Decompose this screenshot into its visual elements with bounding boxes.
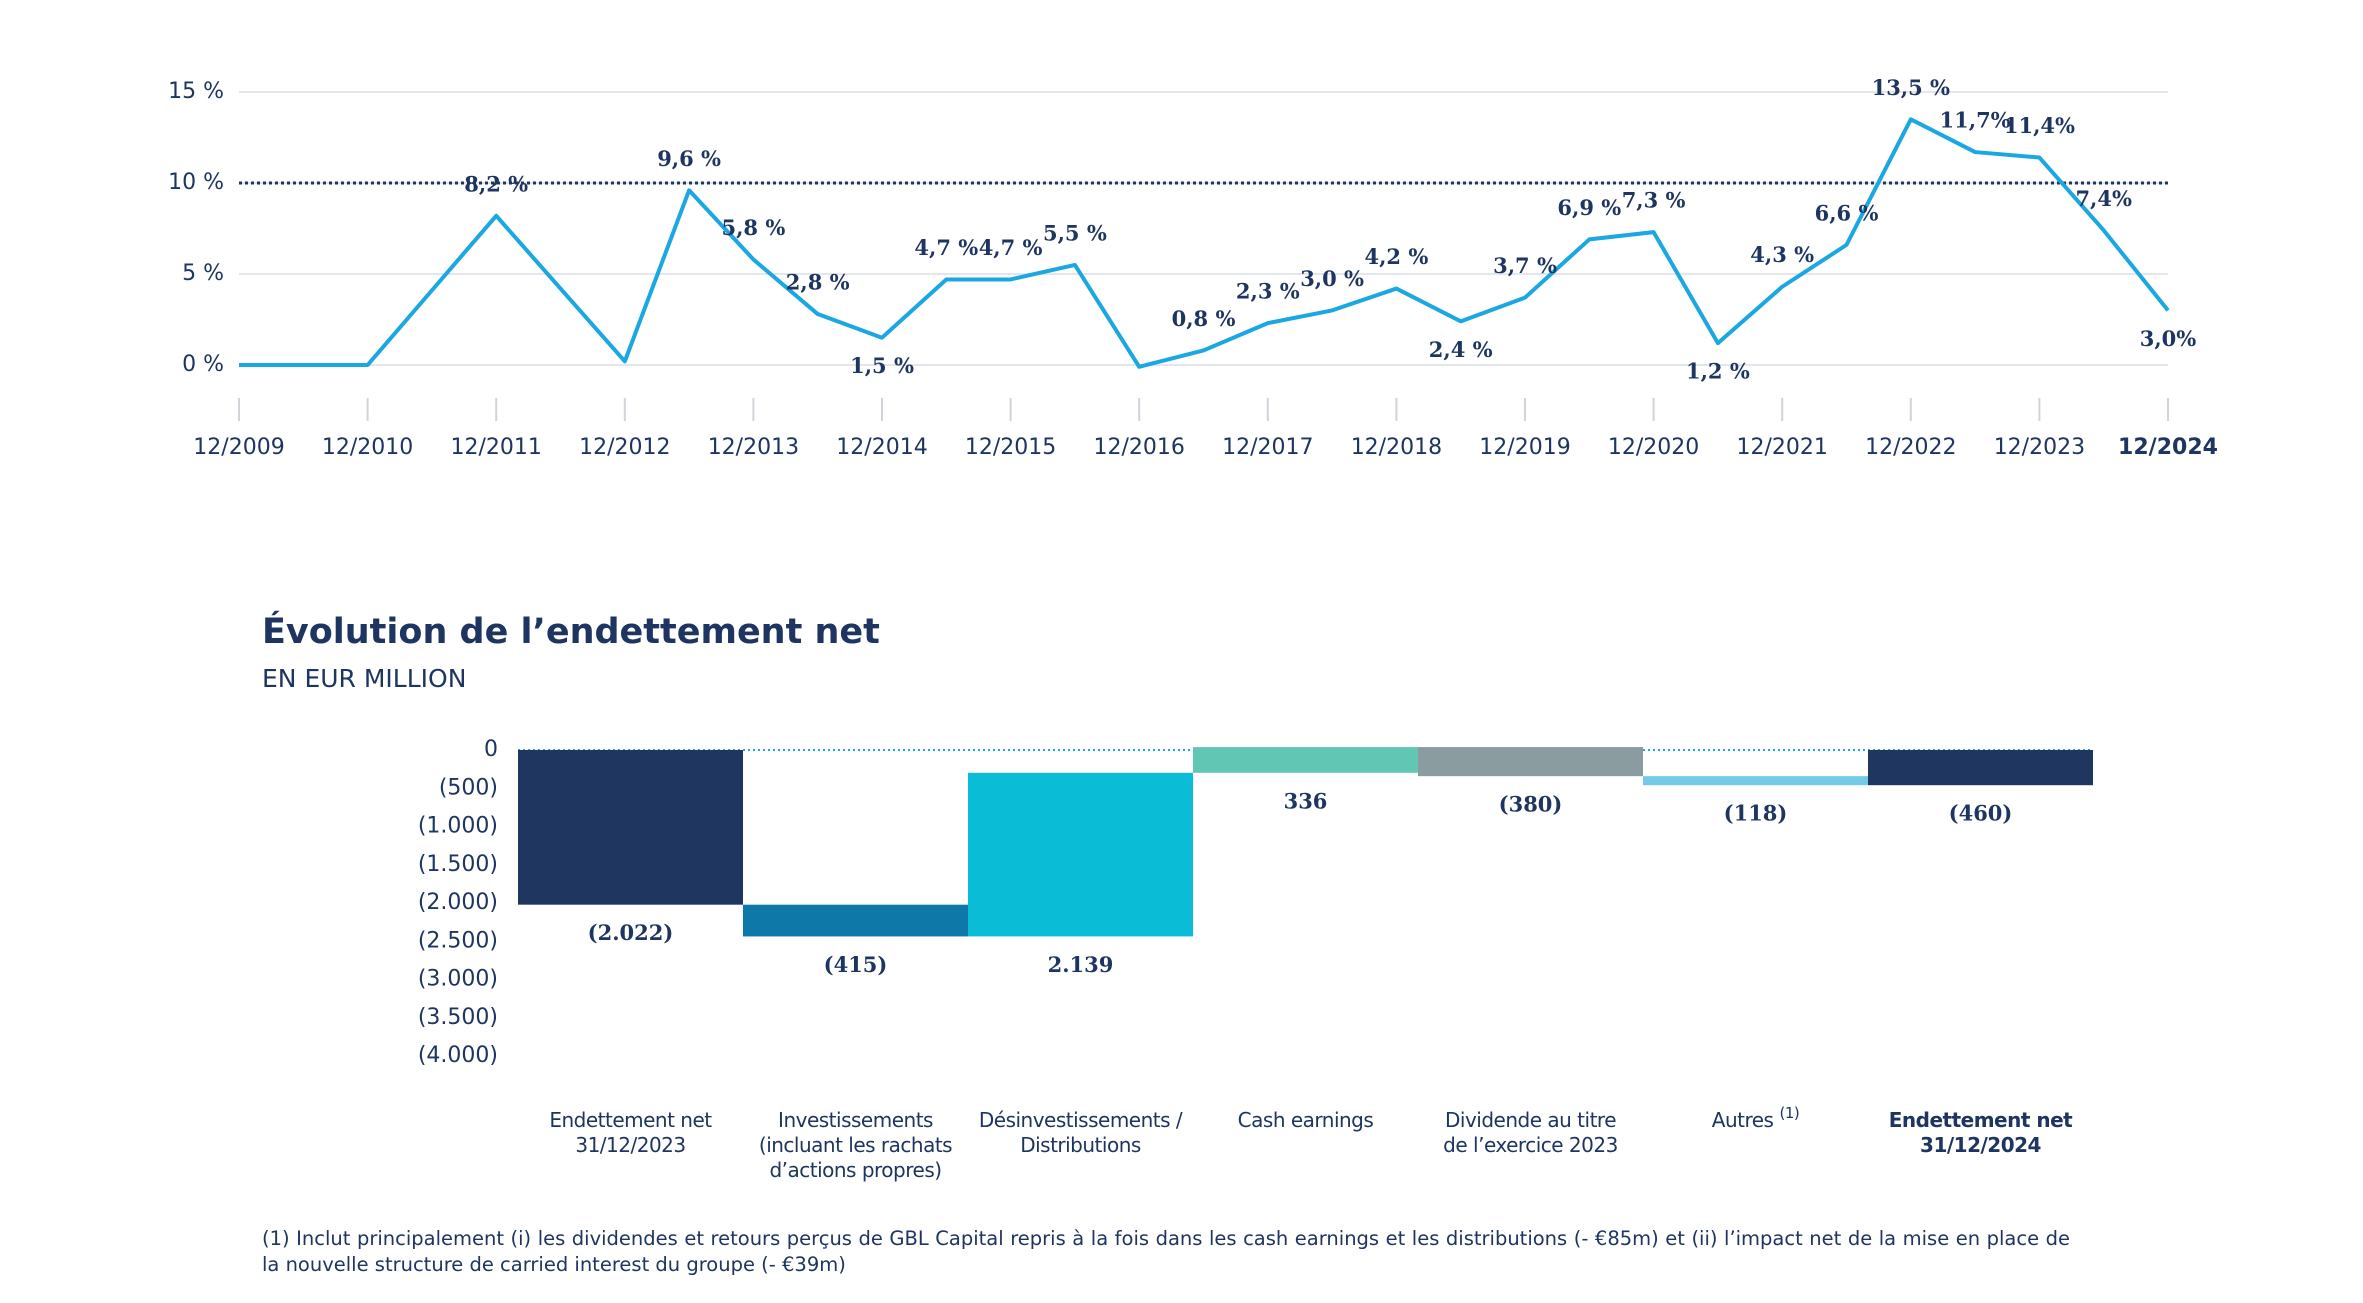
y-tick-label: (1.000) <box>418 814 498 839</box>
line <box>239 117 2170 369</box>
x-tick-label: Endettement net 31/12/2023 <box>549 1108 712 1157</box>
y-tick-label: (3.500) <box>418 1005 498 1030</box>
x-tick-label: Investissements (incluant les rachats d’ac… <box>759 1108 952 1182</box>
data-label: 2,3 % <box>1236 279 1300 304</box>
bar <box>1418 747 1643 777</box>
data-label: 4,7 % <box>979 235 1043 260</box>
x-tick-label-line: 31/12/2023 <box>575 1133 685 1157</box>
data-label: 6,6 % <box>1815 200 1879 225</box>
x-tick-label: Cash earnings <box>1238 1108 1374 1132</box>
data-label: 336 <box>1284 788 1328 813</box>
x-tick-label: 12/2018 <box>1351 435 1442 460</box>
bar <box>1868 750 2093 786</box>
x-tick-label-line: de l’exercice 2023 <box>1443 1133 1618 1157</box>
data-label: 9,6 % <box>657 146 721 171</box>
x-tick-label: 12/2016 <box>1093 435 1184 460</box>
x-tick-label-line: Dividende au titre <box>1445 1108 1616 1132</box>
x-tick-label: Dividende au titre de l’exercice 2023 <box>1443 1108 1618 1157</box>
y-tick-label: 0 <box>484 737 498 762</box>
x-tick-label-line: Autres <box>1712 1108 1774 1132</box>
data-label: 7,3 % <box>1622 188 1686 213</box>
bar <box>518 750 743 905</box>
bar <box>968 772 1193 937</box>
data-label: 2,4 % <box>1429 337 1493 362</box>
y-tick-label: (4.000) <box>418 1043 498 1068</box>
x-tick-label: Autres (1) <box>1712 1104 1799 1132</box>
data-label: 11,4% <box>2004 113 2075 138</box>
y-tick-label: 10 % <box>168 170 224 195</box>
x-tick-label: 12/2012 <box>579 435 670 460</box>
bar <box>1643 776 1868 786</box>
y-tick-label: (500) <box>439 775 498 800</box>
data-label: 0,8 % <box>1172 306 1236 331</box>
x-tick-label: 12/2011 <box>450 435 541 460</box>
x-tick-label: 12/2015 <box>965 435 1056 460</box>
y-tick-label: 15 % <box>168 79 224 104</box>
x-tick-label: 12/2019 <box>1479 435 1570 460</box>
data-label: (380) <box>1499 792 1563 817</box>
x-tick-label: 12/2009 <box>193 435 284 460</box>
y-tick-label: (2.500) <box>418 928 498 953</box>
chart-title: Évolution de l’endettement net <box>262 610 880 652</box>
data-label: 2,8 % <box>786 270 850 295</box>
x-tick-label-line: Endettement net <box>549 1108 712 1132</box>
x-tick-label: 12/2023 <box>1994 435 2085 460</box>
data-label: 4,7 % <box>914 235 978 260</box>
x-tick-label: 12/2021 <box>1736 435 1827 460</box>
data-label: 4,3 % <box>1750 242 1814 267</box>
x-tick-label: 12/2022 <box>1865 435 1956 460</box>
data-label: 13,5 % <box>1872 75 1950 100</box>
x-tick-label: Endettement net 31/12/2024 <box>1889 1108 2073 1157</box>
x-tick-label-line: d’actions propres) <box>769 1158 941 1182</box>
x-tick-label: 12/2017 <box>1222 435 1313 460</box>
data-label: (460) <box>1949 801 2013 826</box>
x-tick-label-line: Distributions <box>1020 1133 1141 1157</box>
data-label: 3,0 % <box>1300 266 1364 291</box>
footnote-mark: (1) <box>1779 1104 1799 1122</box>
bar <box>743 904 968 937</box>
data-label: 3,0% <box>2140 326 2197 351</box>
data-label: 3,7 % <box>1493 253 1557 278</box>
data-label: 5,8 % <box>721 215 785 240</box>
x-tick-label: 12/2020 <box>1608 435 1699 460</box>
bar <box>1193 747 1418 773</box>
x-tick-label: Désinvestissements / Distributions <box>979 1108 1183 1157</box>
x-tick-label: 12/2024 <box>2118 435 2218 460</box>
y-tick-label: (3.000) <box>418 967 498 992</box>
data-label: 6,9 % <box>1557 195 1621 220</box>
y-tick-label: 5 % <box>182 261 224 286</box>
data-label: 1,5 % <box>850 353 914 378</box>
chart-subtitle: EN EUR MILLION <box>262 664 466 693</box>
x-tick-label: 12/2013 <box>708 435 799 460</box>
data-label: 11,7% <box>1940 108 2011 133</box>
x-tick-label-line: Investissements <box>778 1108 933 1132</box>
x-tick-label-line: Cash earnings <box>1238 1108 1374 1132</box>
data-label: 7,4% <box>2075 186 2132 211</box>
x-tick-label-line: 31/12/2024 <box>1920 1133 2041 1157</box>
x-tick-label-line: Endettement net <box>1889 1108 2073 1132</box>
data-label: (118) <box>1724 801 1788 826</box>
x-tick-label: 12/2014 <box>836 435 927 460</box>
data-label: 1,2 % <box>1686 359 1750 384</box>
data-label: (415) <box>824 952 888 977</box>
data-label: 8,2 % <box>464 171 528 196</box>
y-tick-label: 0 % <box>182 352 224 377</box>
x-tick-label-line: (incluant les rachats <box>759 1133 952 1157</box>
x-tick-label: 12/2010 <box>322 435 413 460</box>
data-label: 4,2 % <box>1364 244 1428 269</box>
data-label: 5,5 % <box>1043 220 1107 245</box>
y-tick-label: (2.000) <box>418 890 498 915</box>
data-label: 2.139 <box>1048 952 1114 977</box>
data-label: (2.022) <box>588 920 674 945</box>
x-tick-label-line: Désinvestissements / <box>979 1108 1183 1132</box>
footnote: (1) Inclut principalement (i) les divide… <box>262 1227 2070 1276</box>
y-tick-label: (1.500) <box>418 852 498 877</box>
